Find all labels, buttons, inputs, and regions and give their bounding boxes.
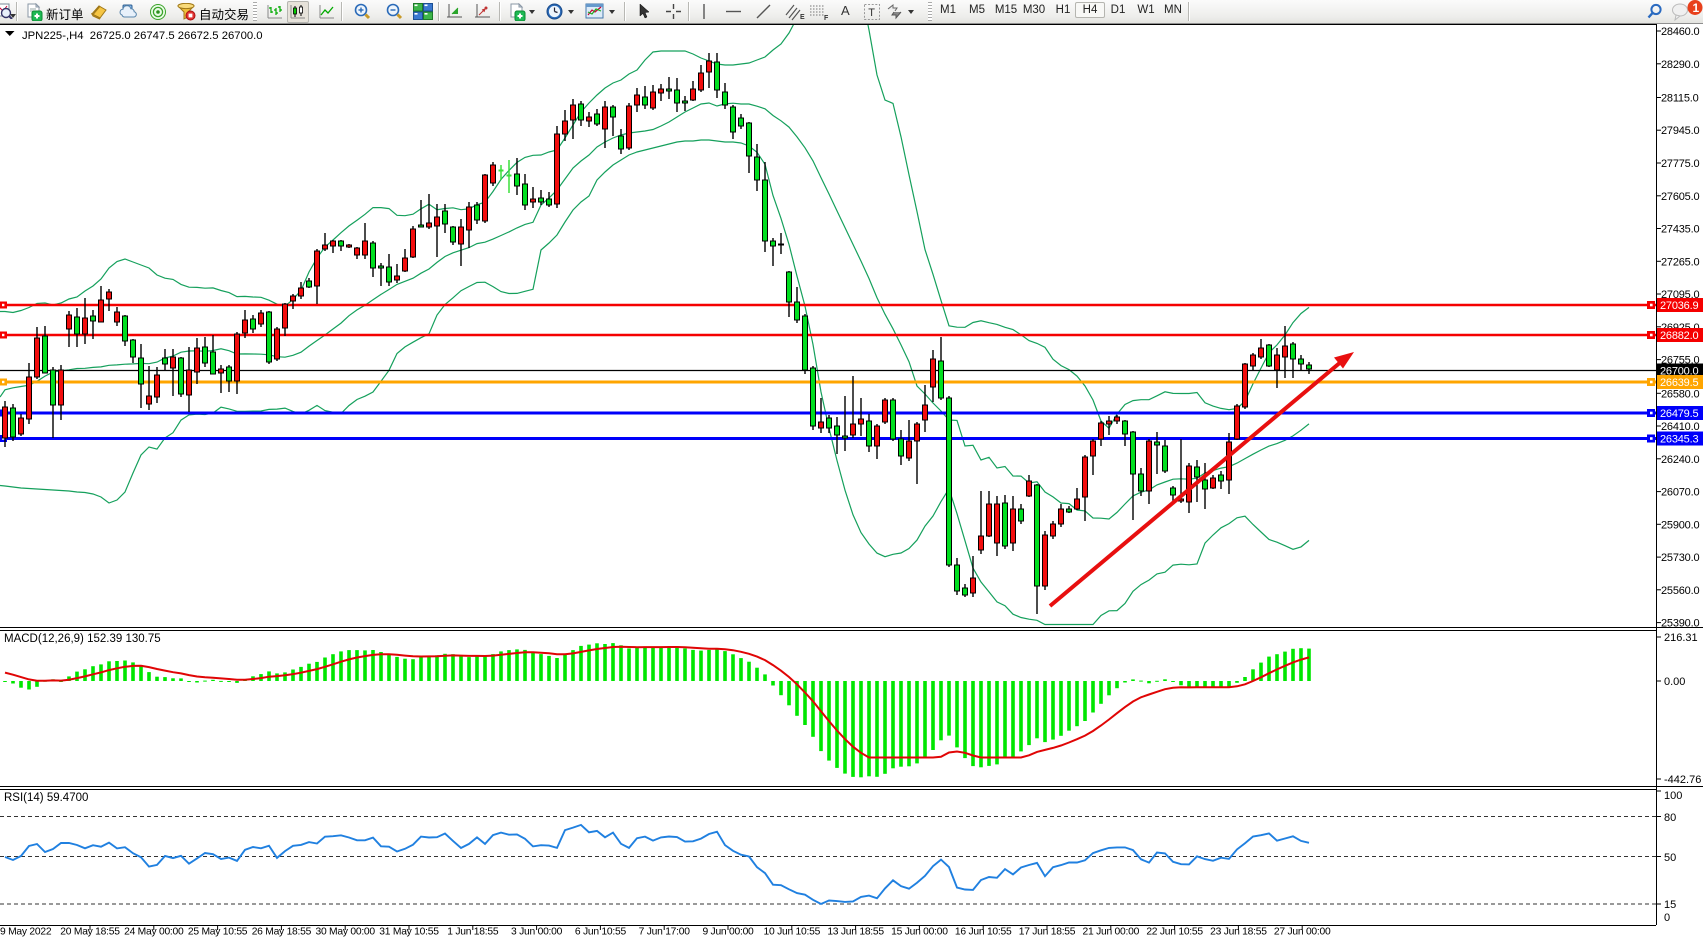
svg-text:30 May 00:00: 30 May 00:00 — [315, 927, 375, 938]
svg-text:E: E — [800, 14, 805, 21]
svg-text:26700.0: 26700.0 — [1660, 366, 1698, 378]
svg-text:9 Jun 00:00: 9 Jun 00:00 — [702, 927, 754, 938]
svg-text:3 Jun 00:00: 3 Jun 00:00 — [511, 927, 563, 938]
svg-text:15 Jun 00:00: 15 Jun 00:00 — [891, 927, 948, 938]
svg-text:25390.0: 25390.0 — [1661, 618, 1699, 630]
svg-text:17 Jun 18:55: 17 Jun 18:55 — [1019, 927, 1076, 938]
svg-text:26882.0: 26882.0 — [1660, 330, 1698, 342]
svg-text:22 Jun 10:55: 22 Jun 10:55 — [1146, 927, 1203, 938]
svg-text:27265.0: 27265.0 — [1661, 256, 1699, 268]
svg-text:6 Jun 10:55: 6 Jun 10:55 — [575, 927, 627, 938]
svg-text:26345.3: 26345.3 — [1660, 434, 1698, 446]
svg-text:26240.0: 26240.0 — [1661, 454, 1699, 466]
svg-text:100: 100 — [1664, 790, 1682, 802]
svg-text:27 Jun 00:00: 27 Jun 00:00 — [1274, 927, 1331, 938]
svg-text:216.31: 216.31 — [1664, 632, 1698, 644]
svg-text:20 May 18:55: 20 May 18:55 — [60, 927, 120, 938]
svg-text:0: 0 — [1664, 912, 1670, 924]
svg-text:T: T — [868, 7, 875, 19]
svg-text:1 Jun 18:55: 1 Jun 18:55 — [447, 927, 499, 938]
svg-text:JPN225-,H4 26725.0 26747.5 26: JPN225-,H4 26725.0 26747.5 26672.5 26700… — [22, 30, 263, 42]
svg-text:MACD(12,26,9) 152.39 130.75: MACD(12,26,9) 152.39 130.75 — [4, 633, 161, 645]
svg-text:24 May 00:00: 24 May 00:00 — [124, 927, 184, 938]
svg-text:16 Jun 10:55: 16 Jun 10:55 — [955, 927, 1012, 938]
svg-text:28115.0: 28115.0 — [1661, 93, 1699, 105]
svg-text:F: F — [824, 15, 829, 21]
svg-text:13 Jun 18:55: 13 Jun 18:55 — [827, 927, 884, 938]
svg-text:28290.0: 28290.0 — [1661, 59, 1699, 71]
svg-text:10 Jun 10:55: 10 Jun 10:55 — [764, 927, 821, 938]
svg-text:26070.0: 26070.0 — [1661, 487, 1699, 499]
svg-text:1: 1 — [1693, 1, 1700, 15]
svg-text:25730.0: 25730.0 — [1661, 552, 1699, 564]
svg-text:31 May 10:55: 31 May 10:55 — [379, 927, 439, 938]
svg-text:26410.0: 26410.0 — [1661, 421, 1699, 433]
svg-text:21 Jun 00:00: 21 Jun 00:00 — [1083, 927, 1140, 938]
svg-text:9 May 2022: 9 May 2022 — [0, 927, 52, 938]
svg-text:27775.0: 27775.0 — [1661, 158, 1699, 170]
svg-text:80: 80 — [1664, 812, 1676, 824]
svg-text:23 Jun 18:55: 23 Jun 18:55 — [1210, 927, 1267, 938]
svg-text:27605.0: 27605.0 — [1661, 191, 1699, 203]
svg-text:25 May 10:55: 25 May 10:55 — [188, 927, 248, 938]
svg-text:50: 50 — [1664, 852, 1676, 864]
svg-text:26580.0: 26580.0 — [1661, 388, 1699, 400]
svg-text:27945.0: 27945.0 — [1661, 125, 1699, 137]
svg-text:-442.76: -442.76 — [1664, 774, 1701, 786]
svg-text:25560.0: 25560.0 — [1661, 585, 1699, 597]
svg-text:15: 15 — [1664, 899, 1676, 911]
svg-text:26479.5: 26479.5 — [1660, 408, 1698, 420]
svg-text:7 Jun 17:00: 7 Jun 17:00 — [639, 927, 691, 938]
svg-text:28460.0: 28460.0 — [1661, 26, 1699, 38]
svg-text:0.00: 0.00 — [1664, 676, 1685, 688]
svg-text:RSI(14) 59.4700: RSI(14) 59.4700 — [4, 792, 88, 804]
svg-text:25900.0: 25900.0 — [1661, 519, 1699, 531]
svg-text:26 May 18:55: 26 May 18:55 — [252, 927, 312, 938]
svg-text:26639.5: 26639.5 — [1660, 377, 1698, 389]
svg-text:27435.0: 27435.0 — [1661, 224, 1699, 236]
svg-text:27036.9: 27036.9 — [1660, 300, 1698, 312]
